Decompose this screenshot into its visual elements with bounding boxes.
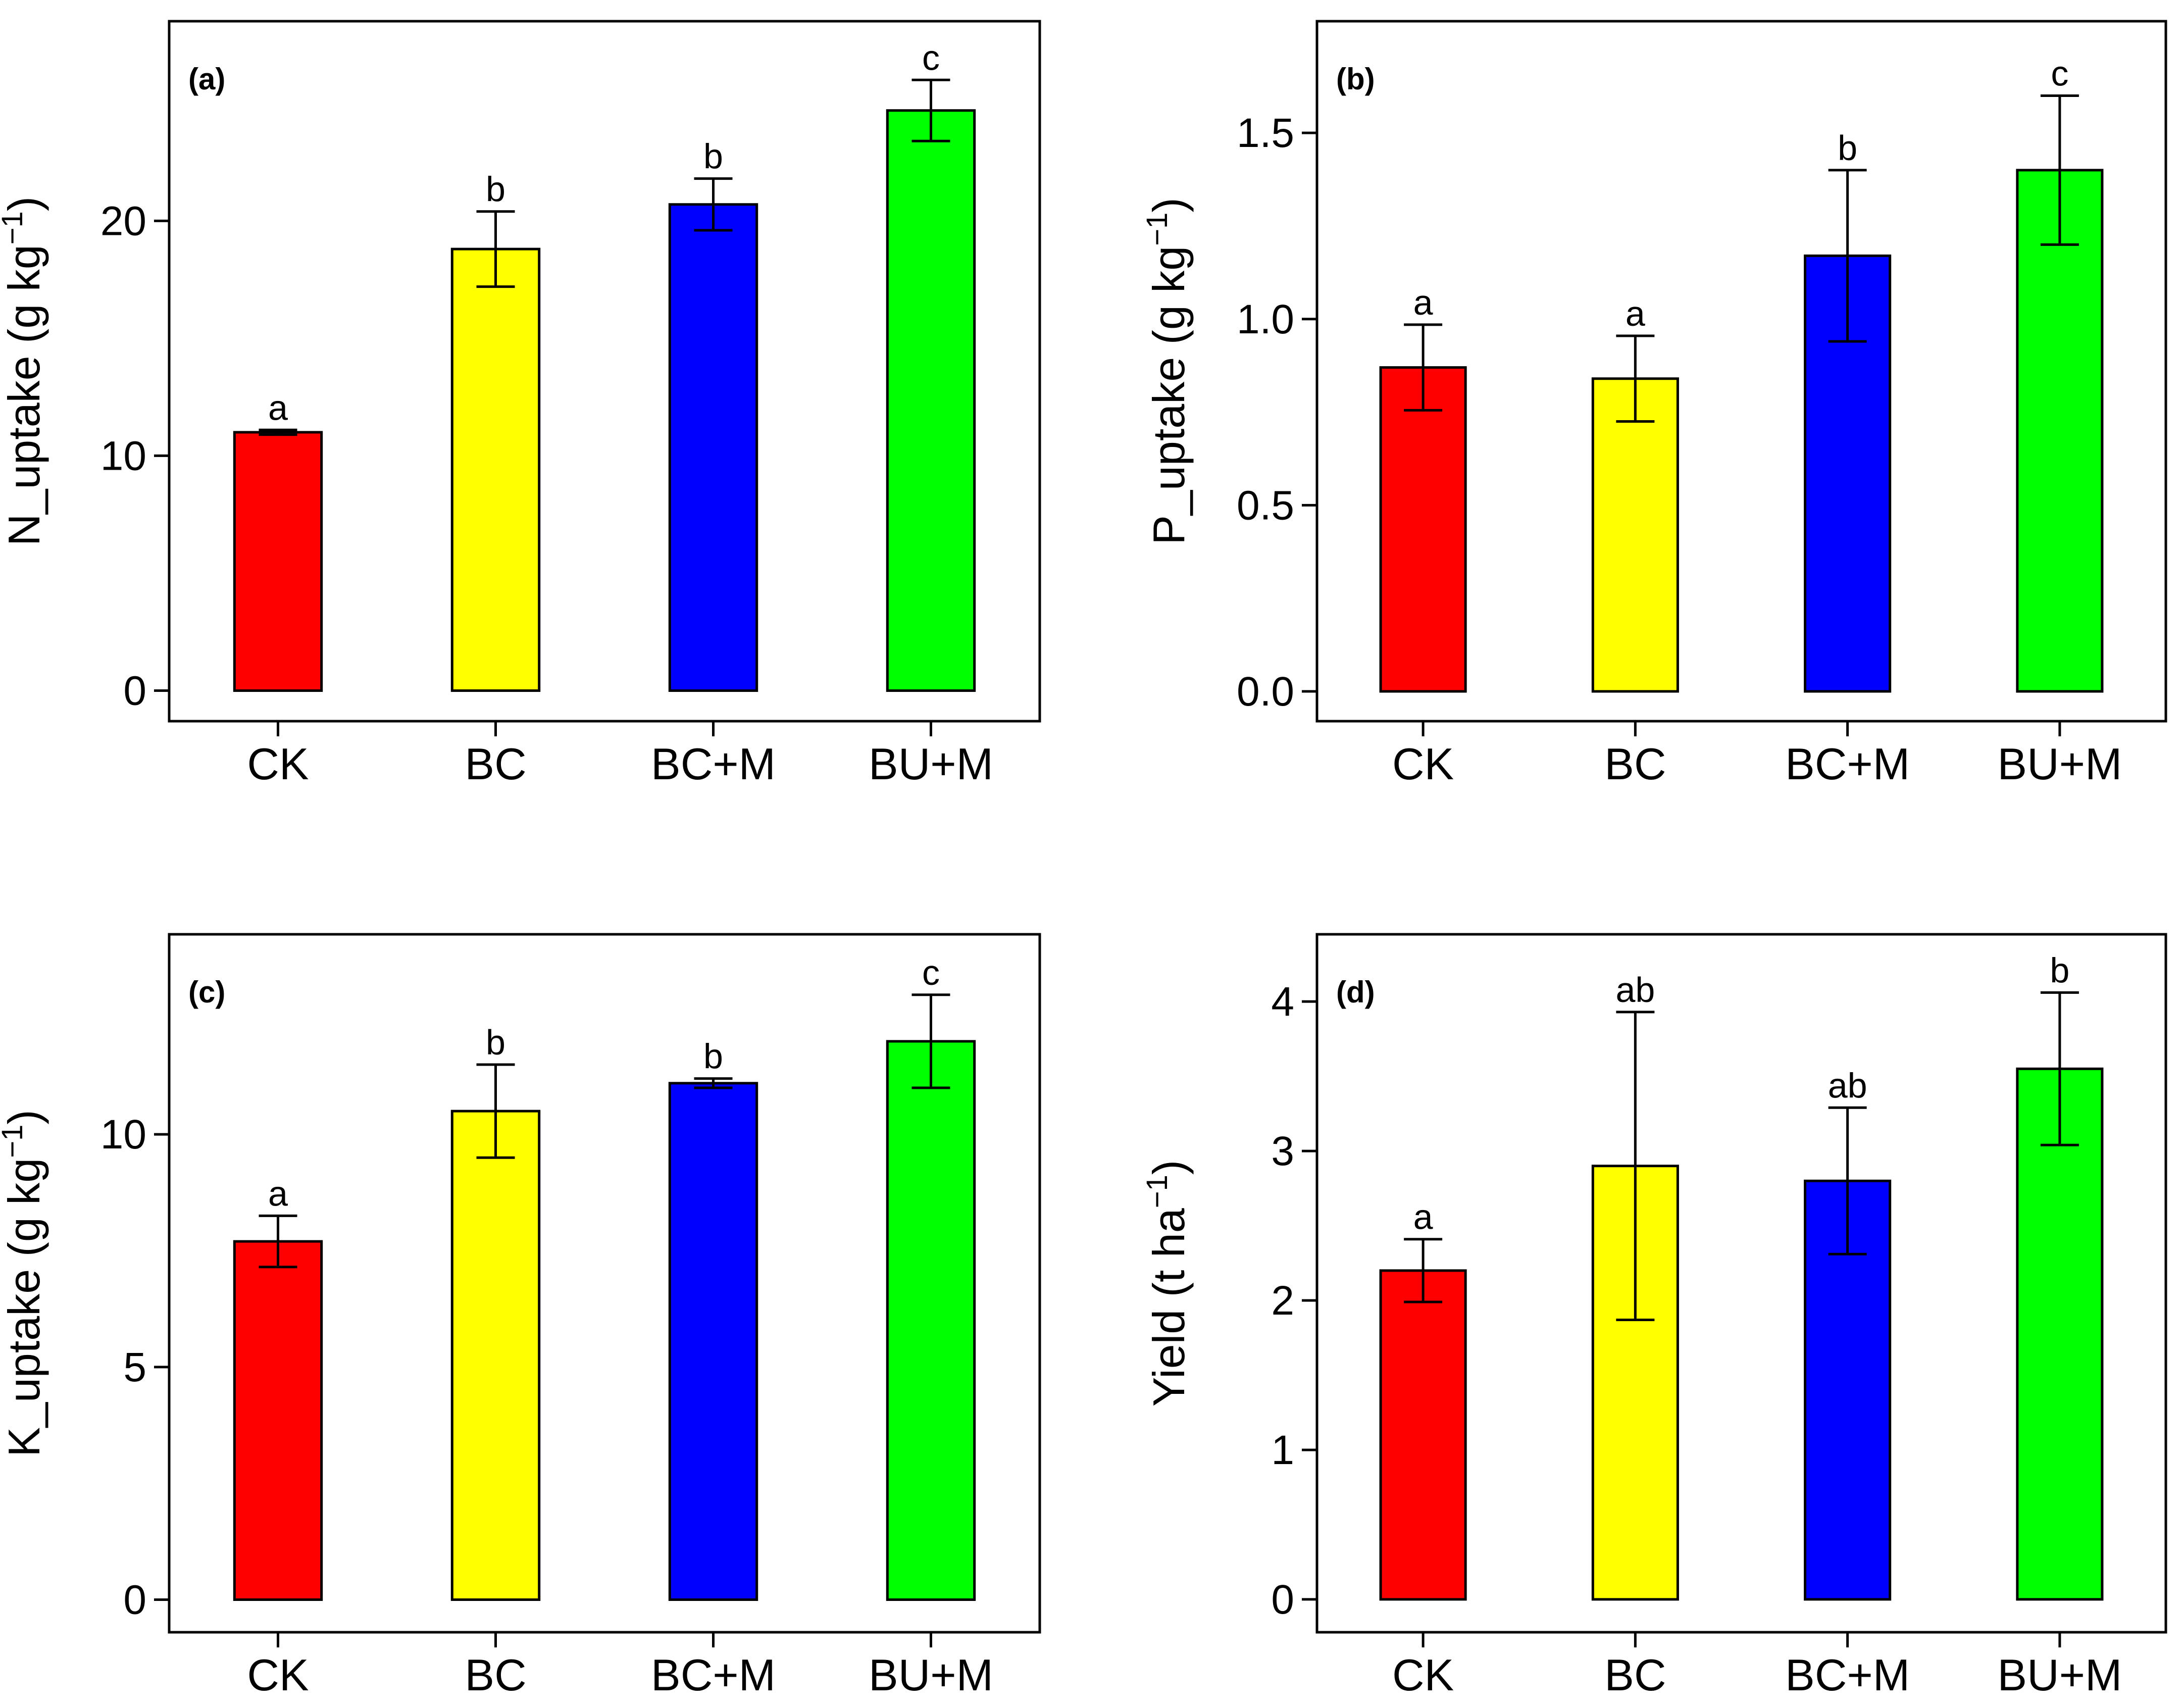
bar-bu-plus-m xyxy=(2016,1067,2104,1601)
x-tick-label: CK xyxy=(247,1650,309,1700)
y-tick-label: 0 xyxy=(123,668,146,714)
significance-letter: a xyxy=(1413,1197,1433,1237)
x-tick-label: CK xyxy=(1392,1650,1454,1700)
y-axis-title: Yield (t ha−1) xyxy=(1141,1160,1194,1406)
significance-letter: a xyxy=(268,1174,288,1213)
y-axis-title: K_uptake (g kg−1) xyxy=(0,1110,49,1456)
significance-letter: c xyxy=(2051,54,2068,93)
x-tick-label: BU+M xyxy=(1997,1650,2122,1700)
x-tick-label: BC+M xyxy=(651,739,776,789)
panel-1: (a) 0 10 20 CK BC BC+M BU+M a b b c N_uptake (g kg−1… xyxy=(0,20,1041,789)
panel-label: (b) xyxy=(1336,62,1375,96)
bar-ck xyxy=(233,1240,323,1601)
plot-frame xyxy=(168,933,1041,1634)
y-tick-label: 0.5 xyxy=(1237,482,1294,528)
y-tick-label: 1.5 xyxy=(1237,110,1294,156)
significance-letter: b xyxy=(1838,128,1857,168)
significance-letter: b xyxy=(703,137,723,176)
bar-bu-plus-m xyxy=(886,1040,976,1601)
panel-label: (a) xyxy=(188,62,225,96)
y-tick-label: 10 xyxy=(100,433,146,479)
x-tick-label: BC xyxy=(465,1650,526,1700)
bar-bu-plus-m xyxy=(886,109,976,692)
significance-letter: c xyxy=(922,953,940,992)
bar-ck xyxy=(1379,1269,1467,1601)
y-tick-label: 1.0 xyxy=(1237,296,1294,342)
bar-bc-plus-m xyxy=(668,1082,758,1601)
panel-2: (b) 0.0 0.5 1.0 1.5 CK BC BC+M BU+M a a b c P_uptake … xyxy=(1141,20,2167,789)
y-tick-label: 4 xyxy=(1271,979,1294,1025)
bar-bc xyxy=(450,1110,541,1601)
significance-letter: c xyxy=(922,38,940,77)
y-axis-title: P_uptake (g kg−1) xyxy=(1141,197,1194,544)
y-tick-label: 0.0 xyxy=(1237,669,1294,715)
x-tick-label: BU+M xyxy=(869,1650,993,1700)
significance-letter: a xyxy=(1413,283,1433,322)
y-tick-label: 20 xyxy=(100,198,146,244)
panel-4: (d) 0 1 2 3 4 CK BC BC+M BU+M a ab ab b Yield (t ha−1) xyxy=(1141,933,2167,1700)
y-tick-label: 0 xyxy=(123,1577,146,1623)
x-tick-label: BC+M xyxy=(651,1650,776,1700)
x-tick-label: BC xyxy=(465,739,526,789)
significance-letter: b xyxy=(2050,950,2069,990)
significance-letter: ab xyxy=(1615,970,1655,1010)
bar-ck xyxy=(233,431,323,692)
significance-letter: a xyxy=(268,388,288,427)
x-tick-label: CK xyxy=(1392,739,1454,789)
y-tick-label: 2 xyxy=(1271,1278,1294,1324)
y-tick-label: 5 xyxy=(123,1344,146,1390)
bar-bc-plus-m xyxy=(668,203,758,692)
y-axis-title: N_uptake (g kg−1) xyxy=(0,196,49,546)
x-tick-label: BC xyxy=(1604,739,1666,789)
x-tick-label: BU+M xyxy=(869,739,993,789)
significance-letter: b xyxy=(703,1037,723,1076)
x-tick-label: BC+M xyxy=(1785,739,1910,789)
plot-frame xyxy=(1315,933,2167,1634)
bar-ck xyxy=(1379,366,1467,693)
panel-3: (c) 0 5 10 CK BC BC+M BU+M a b b c K_uptake (g kg−1) xyxy=(0,933,1041,1700)
significance-letter: b xyxy=(486,1023,505,1062)
significance-letter: ab xyxy=(1828,1066,1867,1105)
plot-frame xyxy=(1315,20,2167,723)
y-tick-label: 3 xyxy=(1271,1128,1294,1174)
y-tick-label: 1 xyxy=(1271,1427,1294,1473)
bar-bc xyxy=(450,247,541,692)
y-tick-label: 10 xyxy=(100,1112,146,1158)
bar-bc xyxy=(1591,377,1679,693)
x-tick-label: BU+M xyxy=(1997,739,2122,789)
bar-bu-plus-m xyxy=(2016,169,2104,693)
panel-label: (c) xyxy=(188,975,225,1009)
significance-letter: b xyxy=(486,170,505,209)
panel-label: (d) xyxy=(1336,975,1375,1009)
x-tick-label: BC+M xyxy=(1785,1650,1910,1700)
y-tick-label: 0 xyxy=(1271,1577,1294,1623)
x-tick-label: BC xyxy=(1604,1650,1666,1700)
significance-letter: a xyxy=(1626,294,1645,333)
x-tick-label: CK xyxy=(247,739,309,789)
plot-frame xyxy=(168,20,1041,723)
